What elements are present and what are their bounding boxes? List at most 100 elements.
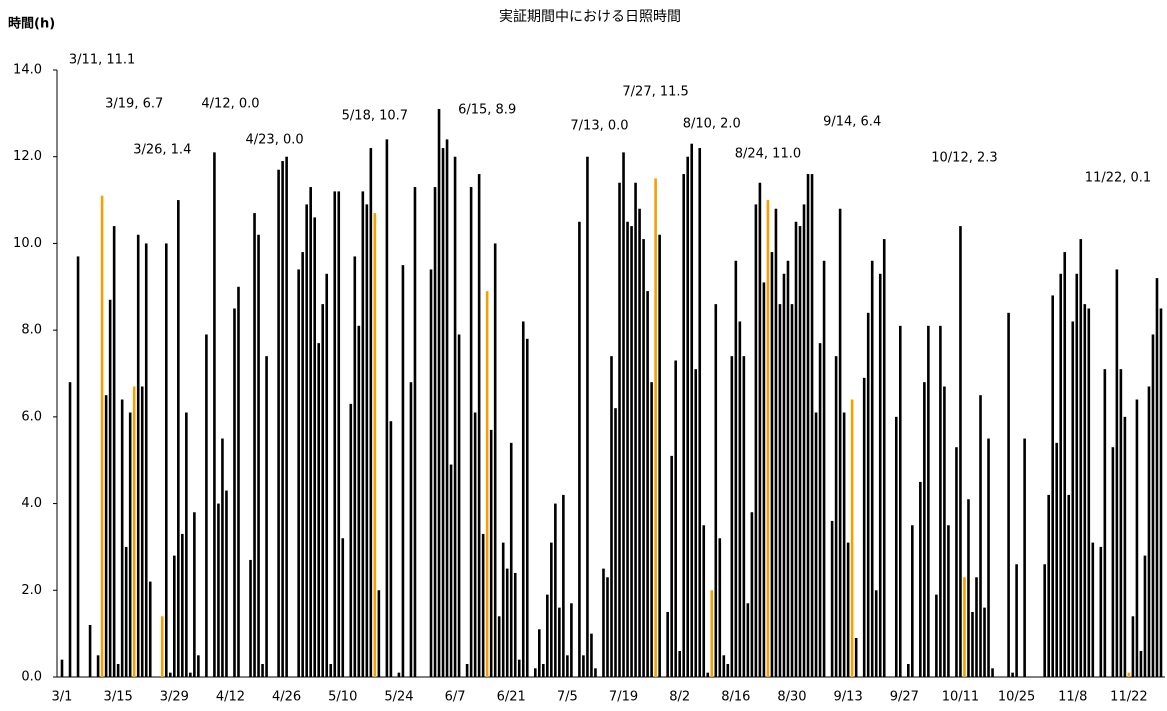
bar xyxy=(979,395,982,677)
bar xyxy=(1143,555,1147,677)
bar xyxy=(401,265,405,677)
bar xyxy=(602,568,605,677)
bar xyxy=(834,356,838,677)
bar xyxy=(449,464,453,677)
bar xyxy=(333,191,337,677)
bar xyxy=(991,668,994,677)
bar xyxy=(237,286,240,677)
bar xyxy=(193,512,196,677)
bar xyxy=(554,503,557,677)
value-label: 6/15, 8.9 xyxy=(458,103,516,118)
y-tick-label: 10.0 xyxy=(13,236,42,251)
bar xyxy=(177,200,180,678)
bar xyxy=(558,607,561,677)
bar xyxy=(1135,399,1139,677)
bar xyxy=(525,338,529,677)
bar xyxy=(144,243,148,677)
bar xyxy=(1115,269,1119,677)
y-tick-label: 8.0 xyxy=(21,323,42,338)
bar xyxy=(610,356,613,677)
value-label: 4/23, 0.0 xyxy=(246,133,304,148)
bar xyxy=(1011,672,1014,677)
bar xyxy=(818,343,822,677)
bar xyxy=(702,525,706,677)
bar xyxy=(1127,672,1131,677)
value-label: 4/12, 0.0 xyxy=(201,97,259,112)
bar xyxy=(911,525,914,677)
x-tick-label: 9/13 xyxy=(834,690,863,705)
bar xyxy=(205,334,208,677)
bar xyxy=(116,663,120,677)
bar xyxy=(754,204,758,677)
bar xyxy=(305,204,308,677)
bar xyxy=(136,234,140,677)
bar xyxy=(939,325,942,677)
y-tick-label: 4.0 xyxy=(21,496,42,511)
value-label: 3/26, 1.4 xyxy=(133,143,191,158)
bar xyxy=(481,533,485,677)
bar xyxy=(1151,334,1155,677)
bar xyxy=(959,226,962,678)
value-label: 8/10, 2.0 xyxy=(683,117,741,132)
bar xyxy=(169,672,172,677)
bar xyxy=(963,577,966,677)
bar xyxy=(441,148,445,678)
bar xyxy=(501,542,505,677)
bar xyxy=(68,382,72,677)
bar xyxy=(285,156,288,677)
bar xyxy=(160,616,164,677)
bar xyxy=(742,356,746,677)
bar xyxy=(718,538,722,677)
bar xyxy=(943,386,946,677)
bar xyxy=(164,243,168,677)
bar xyxy=(1099,546,1103,677)
bar xyxy=(1147,386,1151,677)
bar xyxy=(353,256,357,677)
bar xyxy=(369,148,373,678)
bar xyxy=(642,239,645,678)
x-tick-label: 3/29 xyxy=(160,690,189,705)
bar xyxy=(1055,442,1059,677)
bar xyxy=(173,555,176,677)
bar xyxy=(197,655,200,677)
bar xyxy=(550,542,553,677)
bar xyxy=(850,399,854,677)
value-label: 11/22, 0.1 xyxy=(1085,171,1151,186)
value-label: 3/11, 11.1 xyxy=(69,53,135,68)
bar xyxy=(261,663,264,677)
bar xyxy=(465,663,469,677)
bar xyxy=(301,252,304,677)
bar xyxy=(217,503,220,677)
bar xyxy=(148,581,152,677)
bar xyxy=(1075,273,1079,677)
x-tick-label: 3/15 xyxy=(104,690,133,705)
bar xyxy=(1111,447,1115,677)
y-tick-label: 2.0 xyxy=(21,583,42,598)
bar xyxy=(838,208,842,677)
bar xyxy=(1159,308,1163,677)
value-label: 7/27, 11.5 xyxy=(622,85,688,100)
bar xyxy=(1063,252,1067,677)
bar xyxy=(473,412,477,677)
bar xyxy=(297,269,300,677)
bar xyxy=(822,260,826,677)
x-tick-label: 5/10 xyxy=(328,690,357,705)
bar xyxy=(846,542,850,677)
bar xyxy=(1071,321,1075,677)
bar xyxy=(758,182,762,677)
bar xyxy=(714,304,718,677)
bar xyxy=(357,325,361,677)
bar xyxy=(814,412,818,677)
value-label: 9/14, 6.4 xyxy=(823,115,881,130)
bar xyxy=(337,191,341,677)
bar xyxy=(1087,308,1091,677)
bar xyxy=(1023,438,1026,677)
bar xyxy=(1015,564,1018,677)
bar xyxy=(128,412,132,677)
bar xyxy=(790,304,794,677)
bar xyxy=(778,304,782,677)
bar xyxy=(546,594,549,677)
bar xyxy=(678,650,681,677)
x-tick-label: 7/5 xyxy=(557,690,578,705)
bar xyxy=(842,412,846,677)
